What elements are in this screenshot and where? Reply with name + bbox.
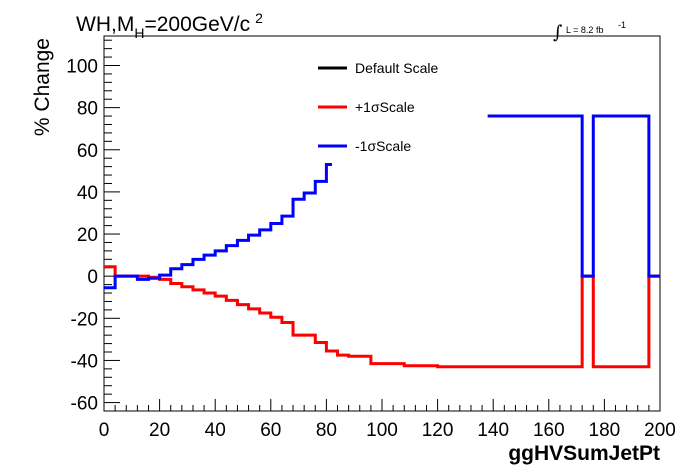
y-tick-label: 60	[77, 141, 98, 162]
x-tick-label: 180	[589, 420, 621, 441]
x-axis: 0 20 40 60 80 100 120 140 160 180 200	[99, 399, 676, 441]
x-axis-label: ggHVSumJetPt	[508, 442, 660, 465]
x-tick-label: 200	[644, 420, 676, 441]
x-tick-label: 40	[205, 420, 226, 441]
series-line-2	[104, 114, 660, 290]
x-tick-label: 0	[99, 420, 110, 441]
x-tick-label: 80	[316, 420, 337, 441]
y-tick-label: 40	[77, 183, 98, 204]
legend: Default Scale +1σScale -1σScale	[318, 60, 438, 154]
legend-entry: -1σScale	[355, 138, 411, 154]
x-tick-label: 20	[149, 420, 170, 441]
y-tick-label: -60	[71, 394, 98, 415]
x-tick-label: 100	[366, 420, 398, 441]
x-tick-label: 160	[533, 420, 565, 441]
y-tick-label: -40	[71, 351, 98, 372]
luminosity-exponent: -1	[618, 20, 626, 30]
x-tick-label: 140	[477, 420, 509, 441]
x-tick-label: 60	[260, 420, 281, 441]
series-line-1	[104, 265, 660, 369]
series-layer	[104, 114, 660, 369]
y-tick-label: 100	[66, 56, 98, 77]
y-tick-label: 80	[77, 99, 98, 120]
luminosity-label: ∫ L = 8.2 fb -1	[553, 20, 626, 43]
y-axis-label: % Change	[31, 38, 54, 136]
y-tick-label: -20	[71, 309, 98, 330]
luminosity-text: L = 8.2 fb	[566, 25, 603, 35]
y-tick-label: 0	[87, 267, 98, 288]
legend-entry: Default Scale	[355, 60, 438, 76]
x-tick-label: 120	[422, 420, 454, 441]
legend-entry: +1σScale	[355, 99, 415, 115]
chart-title: WH,MH=200GeV/c 2	[76, 10, 263, 41]
y-tick-label: 20	[77, 225, 98, 246]
plot-frame	[103, 35, 661, 412]
integral-symbol: ∫	[553, 22, 563, 43]
y-axis: -60 -40 -20 0 20 40 60 80 100	[66, 39, 120, 415]
